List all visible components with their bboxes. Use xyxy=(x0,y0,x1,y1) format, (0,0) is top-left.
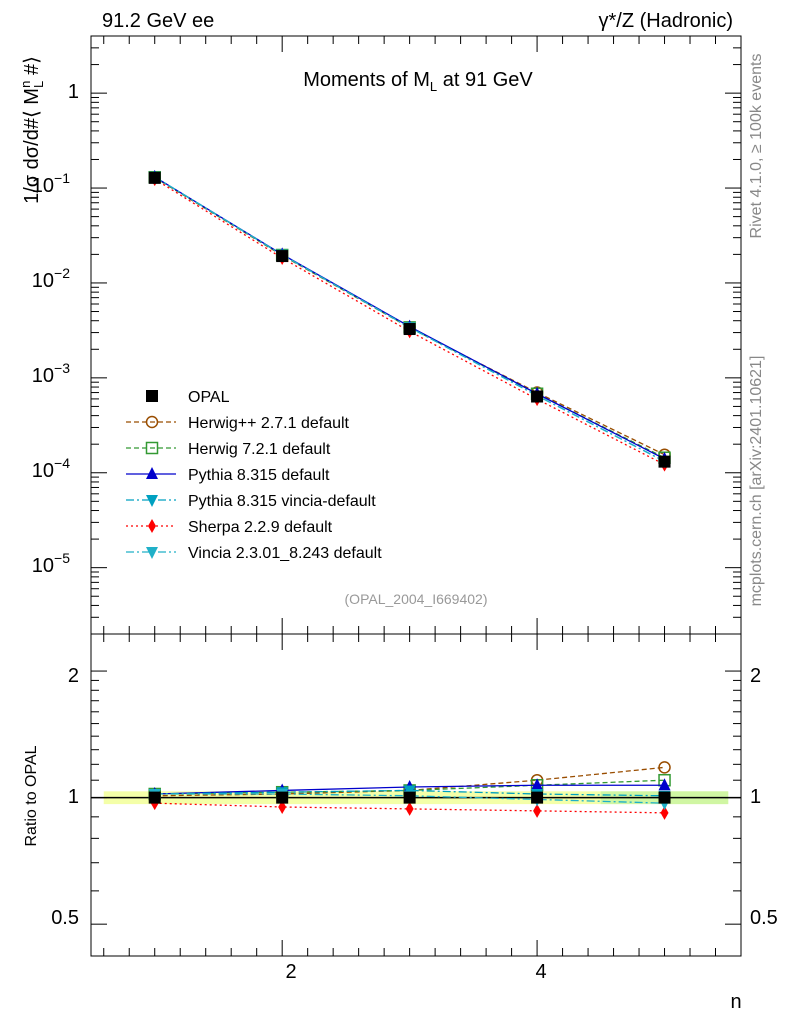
xtick-label-2: 2 xyxy=(285,961,296,983)
legend-entry-2: Herwig 7.2.1 default xyxy=(126,441,331,458)
header-right: γ*/Z (Hadronic) xyxy=(599,10,733,32)
chart-title: Moments of ML at 91 GeV xyxy=(303,69,533,94)
legend-label: Herwig++ 2.7.1 default xyxy=(188,415,350,432)
legend-entry-0: OPAL xyxy=(146,389,230,406)
legend-marker xyxy=(146,495,158,507)
legend-label: Sherpa 2.2.9 default xyxy=(188,519,333,536)
ratio-series-line xyxy=(154,789,665,797)
ratio-frame xyxy=(90,633,742,957)
ratio-ytick-right-0.5: 0.5 xyxy=(750,907,778,929)
main-series-layer xyxy=(148,169,671,472)
legend-entry-3: Pythia 8.315 default xyxy=(126,467,330,484)
data-point xyxy=(276,250,289,263)
ratio-series-layer xyxy=(148,761,671,820)
ratio-data-point xyxy=(658,761,671,774)
ytick-label-1e-4: 10−4 xyxy=(32,455,70,482)
mcplots-note: mcplots.cern.ch [arXiv:2401.10621] xyxy=(748,356,765,607)
legend-label: Pythia 8.315 vincia-default xyxy=(188,493,376,510)
ratio-ytick-right-2: 2 xyxy=(750,665,761,687)
ratio-data-point xyxy=(660,805,669,820)
ratio-data-point xyxy=(405,801,414,816)
data-point xyxy=(658,455,671,468)
legend-marker xyxy=(148,519,156,533)
ratio-ytick-left-2: 2 xyxy=(68,665,79,687)
legend-entry-6: Vincia 2.3.01_8.243 default xyxy=(126,545,382,562)
ratio-y-axis-label: Ratio to OPAL xyxy=(23,745,40,846)
legend-marker xyxy=(146,547,158,559)
analysis-id-annotation: (OPAL_2004_I669402) xyxy=(345,591,488,607)
legend: OPAL Herwig++ 2.7.1 default Herwig 7.2.1 d… xyxy=(126,389,382,562)
ratio-ytick-left-0.5: 0.5 xyxy=(51,907,79,929)
ratio-opal-point xyxy=(148,791,161,804)
legend-marker xyxy=(146,390,158,402)
legend-marker xyxy=(145,415,159,429)
main-ticks xyxy=(91,35,741,635)
data-point xyxy=(148,171,161,184)
ratio-data-point xyxy=(531,778,544,791)
series-line xyxy=(154,176,665,462)
data-point xyxy=(531,390,544,403)
rivet-version-note: Rivet 4.1.0, ≥ 100k events xyxy=(748,54,765,239)
xtick-label-4: 4 xyxy=(535,961,546,983)
legend-label: Vincia 2.3.01_8.243 default xyxy=(188,545,382,562)
legend-marker xyxy=(145,441,159,455)
ytick-label-1: 1 xyxy=(68,81,79,103)
ratio-ticks xyxy=(91,634,741,956)
data-point xyxy=(403,323,416,336)
ratio-data-point xyxy=(533,803,542,818)
ratio-ytick-left-1: 1 xyxy=(68,786,79,808)
ratio-opal-point xyxy=(658,791,671,804)
ratio-series-line xyxy=(154,793,665,804)
legend-label: Herwig 7.2.1 default xyxy=(188,441,331,458)
ratio-series-line xyxy=(154,802,665,814)
legend-entry-5: Sherpa 2.2.9 default xyxy=(126,519,333,536)
legend-label: OPAL xyxy=(188,389,230,406)
ratio-opal-point xyxy=(531,791,544,804)
ratio-data-point xyxy=(658,778,671,791)
ratio-opal-point xyxy=(276,791,289,804)
legend-label: Pythia 8.315 default xyxy=(188,467,330,484)
ratio-ytick-right-1: 1 xyxy=(750,786,761,808)
series-0 xyxy=(148,171,671,468)
ytick-label-1e-5: 10−5 xyxy=(32,550,70,577)
legend-marker xyxy=(146,467,158,479)
ratio-opal-points xyxy=(148,791,671,804)
x-axis-label: n xyxy=(730,991,741,1013)
legend-entry-1: Herwig++ 2.7.1 default xyxy=(126,415,350,432)
ytick-label-1e-2: 10−2 xyxy=(32,265,70,292)
ratio-opal-point xyxy=(403,791,416,804)
main-y-axis-label: 1/σ dσ/d#⟨ MLn #⟩ xyxy=(18,56,46,204)
ytick-label-1e-3: 10−3 xyxy=(32,360,70,387)
series-line xyxy=(154,176,665,456)
header-left: 91.2 GeV ee xyxy=(102,10,214,32)
legend-entry-4: Pythia 8.315 vincia-default xyxy=(126,493,376,510)
